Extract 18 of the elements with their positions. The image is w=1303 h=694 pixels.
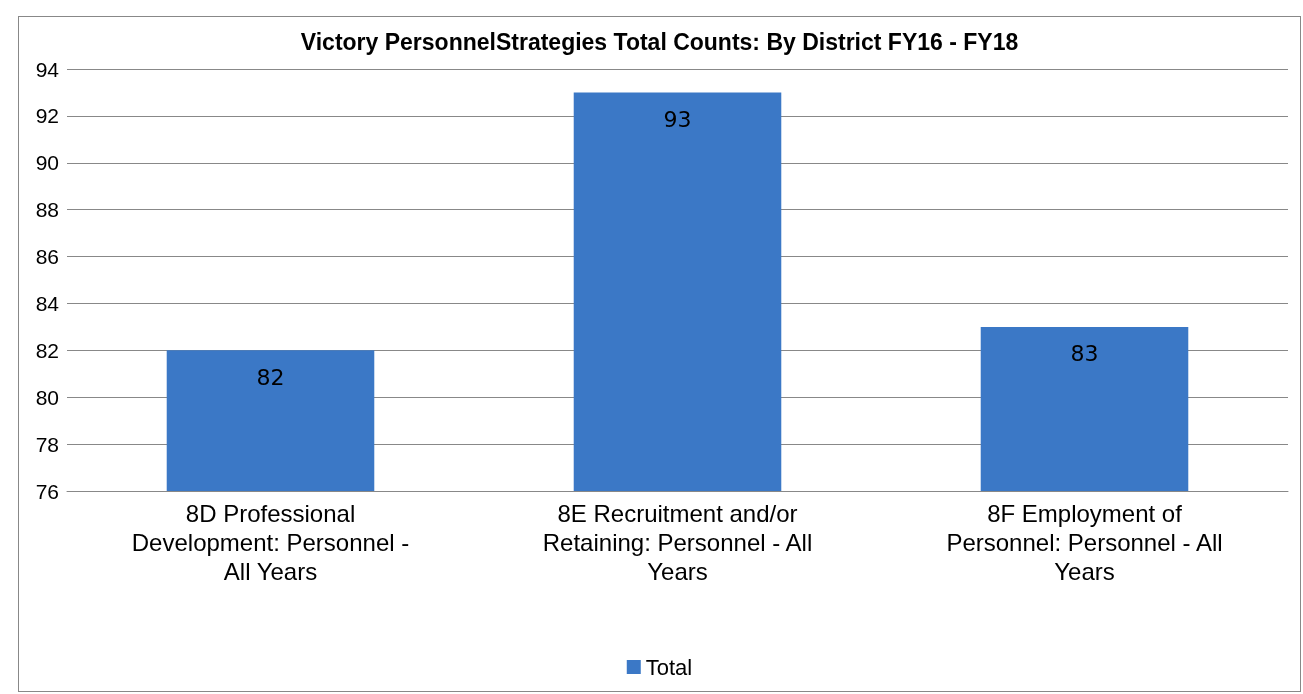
x-tick-label: 8F Employment of Personnel: Personnel - All Years	[946, 500, 1223, 585]
data-label: 83	[1070, 341, 1099, 367]
legend-label: Total	[645, 654, 693, 680]
y-tick-label: 92	[35, 104, 59, 128]
chart-title: Victory PersonnelStrategies Total Counts: By District FY16 - FY18	[300, 28, 1019, 55]
x-tick-label: 8D Professional Development: Personnel - All Years	[131, 500, 410, 585]
y-tick-label: 82	[35, 338, 59, 362]
y-tick-label: 80	[35, 385, 59, 409]
y-tick-label: 78	[35, 432, 59, 456]
y-tick-label: 84	[35, 291, 60, 315]
y-tick-label: 86	[35, 245, 59, 269]
y-tick-label: 94	[35, 57, 60, 81]
data-label: 93	[663, 106, 692, 132]
data-label: 82	[256, 364, 285, 390]
y-tick-label: 76	[35, 479, 59, 503]
y-tick-label: 88	[35, 198, 59, 222]
x-tick-label: 8E Recruitment and/or Retaining: Personnel - All Years	[542, 500, 813, 585]
y-tick-label: 90	[35, 151, 59, 175]
